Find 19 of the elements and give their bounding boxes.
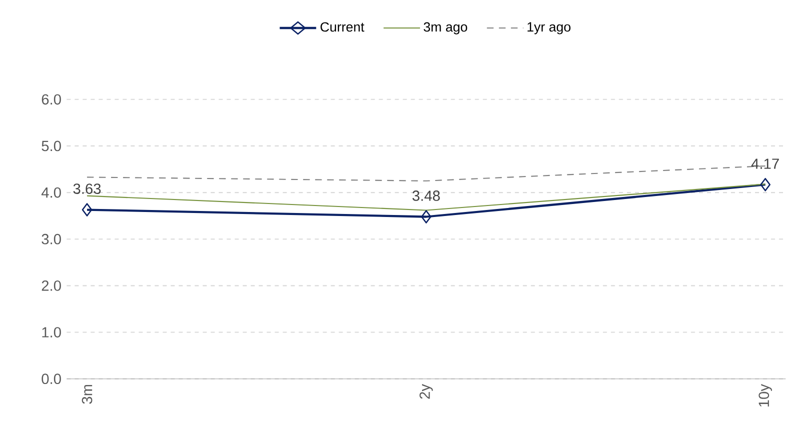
y-tick-label: 3.0 bbox=[42, 234, 61, 245]
y-tick-label: 0.0 bbox=[42, 374, 61, 384]
y-tick-label: 6.0 bbox=[42, 94, 61, 105]
legend-label: 3m ago bbox=[424, 22, 468, 35]
legend-label: Current bbox=[320, 22, 364, 32]
y-tick-label: 5.0 bbox=[42, 141, 61, 152]
legend-label: 1yr ago bbox=[528, 22, 570, 34]
data-label: 3.48 bbox=[412, 190, 440, 202]
x-tick-label: 10y bbox=[758, 384, 772, 407]
data-label: 3.63 bbox=[73, 184, 101, 194]
point bbox=[760, 178, 770, 192]
data-label: 4.17 bbox=[751, 158, 779, 170]
x-tick-label: 3m bbox=[82, 385, 92, 404]
y-tick-label: 4.0 bbox=[41, 188, 61, 198]
y-tick-label: 1.0 bbox=[42, 327, 61, 338]
point bbox=[421, 210, 432, 224]
x-tick-label: 2y bbox=[420, 384, 433, 399]
y-tick-label: 2.0 bbox=[42, 280, 61, 292]
point bbox=[82, 203, 92, 217]
